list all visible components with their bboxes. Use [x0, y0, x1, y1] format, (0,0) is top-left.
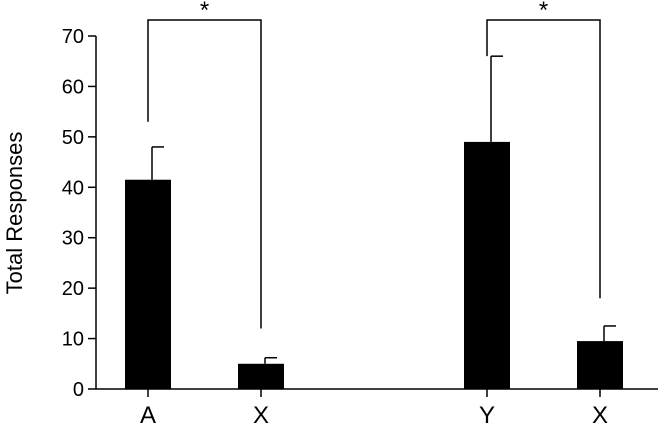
category-label: Y [479, 402, 495, 426]
significance-asterisk: * [200, 0, 209, 24]
y-tick-label: 20 [62, 278, 84, 300]
bar [238, 363, 284, 389]
significance-asterisk: * [539, 0, 548, 24]
bar [577, 341, 623, 389]
significance-brackets: * * [147, 0, 601, 329]
y-tick-label: 50 [62, 127, 84, 149]
bars [125, 141, 623, 389]
bar [464, 141, 510, 389]
y-tick-label: 60 [62, 76, 84, 98]
category-label: A [140, 402, 156, 426]
y-tick-label: 0 [73, 379, 84, 401]
x-axis [96, 388, 658, 397]
y-tick-label: 70 [62, 26, 84, 48]
y-tick-label: 10 [62, 329, 84, 351]
y-tick-label: 40 [62, 177, 84, 199]
y-axis-title: Total Responses [2, 132, 27, 295]
y-tick-label: 30 [62, 228, 84, 250]
y-axis: 0 10 20 30 40 50 60 70 [62, 26, 97, 401]
category-label: X [592, 402, 608, 426]
significance-bracket [147, 19, 262, 329]
category-label: X [253, 402, 269, 426]
bar [125, 179, 171, 389]
error-bars [151, 55, 616, 364]
significance-bracket [486, 19, 601, 299]
